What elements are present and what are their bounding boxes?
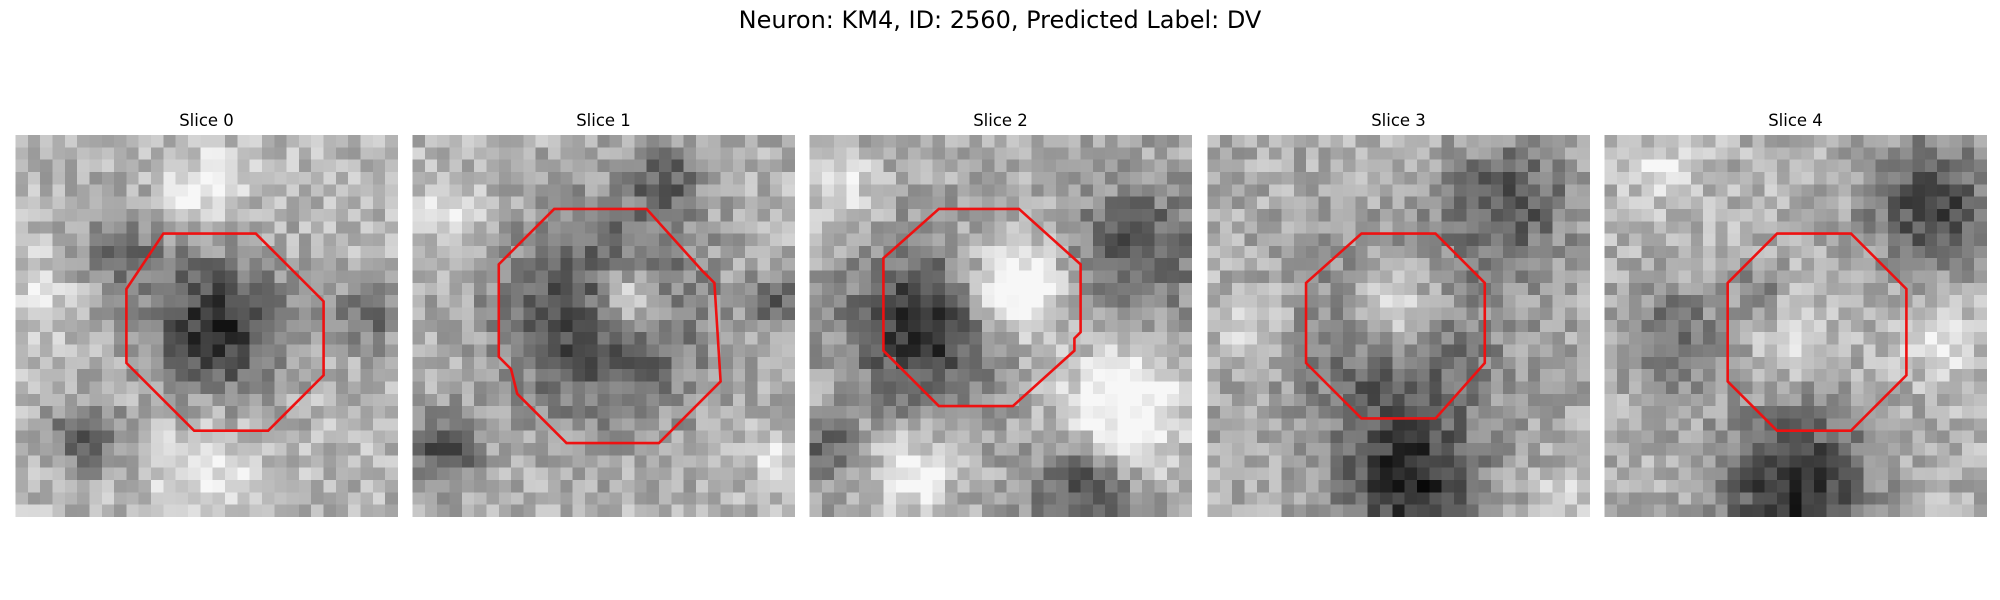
- slice-image: [809, 135, 1192, 517]
- slice-panel-4: Slice 4: [1604, 111, 1987, 517]
- segmentation-contour: [125, 232, 325, 433]
- slice-title: Slice 3: [1371, 111, 1426, 130]
- slice-title: Slice 2: [973, 111, 1028, 130]
- slice-image: [1604, 135, 1987, 517]
- slice-panel-1: Slice 1: [412, 111, 795, 517]
- grayscale-slice-image: [1604, 135, 1987, 517]
- grayscale-slice-image: [412, 135, 795, 517]
- segmentation-contour: [1726, 232, 1908, 433]
- slice-panel-2: Slice 2: [809, 111, 1192, 517]
- slice-title: Slice 0: [179, 111, 234, 130]
- slice-title: Slice 4: [1768, 111, 1823, 130]
- slice-panel-3: Slice 3: [1207, 111, 1590, 517]
- grayscale-slice-image: [15, 135, 398, 517]
- segmentation-contour: [497, 207, 722, 445]
- figure-title: Neuron: KM4, ID: 2560, Predicted Label: …: [738, 6, 1262, 34]
- slice-title: Slice 1: [576, 111, 631, 130]
- slice-image: [15, 135, 398, 517]
- grayscale-slice-image: [809, 135, 1192, 517]
- segmentation-contour: [1304, 232, 1487, 420]
- segmentation-contour: [882, 207, 1082, 408]
- slice-panel-0: Slice 0: [15, 111, 398, 517]
- grayscale-slice-image: [1207, 135, 1590, 517]
- slice-image: [412, 135, 795, 517]
- slice-image: [1207, 135, 1590, 517]
